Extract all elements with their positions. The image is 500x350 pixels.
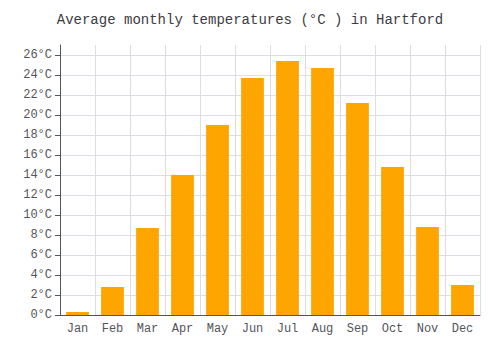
svg-text:Dec: Dec [452,322,474,336]
svg-text:Nov: Nov [417,322,439,336]
svg-text:18°C: 18°C [23,128,52,142]
svg-text:6°C: 6°C [30,248,52,262]
svg-text:4°C: 4°C [30,268,52,282]
svg-text:14°C: 14°C [23,168,52,182]
svg-text:26°C: 26°C [23,48,52,62]
svg-text:Oct: Oct [382,322,404,336]
svg-text:Mar: Mar [137,322,159,336]
svg-text:Feb: Feb [102,322,124,336]
svg-text:12°C: 12°C [23,188,52,202]
svg-text:May: May [207,322,229,336]
svg-text:8°C: 8°C [30,228,52,242]
svg-text:Sep: Sep [347,322,369,336]
svg-text:Jul: Jul [277,322,299,336]
svg-text:10°C: 10°C [23,208,52,222]
svg-text:22°C: 22°C [23,88,52,102]
svg-text:20°C: 20°C [23,108,52,122]
svg-text:2°C: 2°C [30,288,52,302]
svg-text:Average monthly temperatures (: Average monthly temperatures (°C ) in Ha… [57,12,443,28]
svg-text:16°C: 16°C [23,148,52,162]
svg-text:Jun: Jun [242,322,264,336]
svg-text:Jan: Jan [67,322,89,336]
svg-text:Apr: Apr [172,322,194,336]
svg-text:24°C: 24°C [23,68,52,82]
svg-text:Aug: Aug [312,322,334,336]
svg-text:0°C: 0°C [30,308,52,322]
